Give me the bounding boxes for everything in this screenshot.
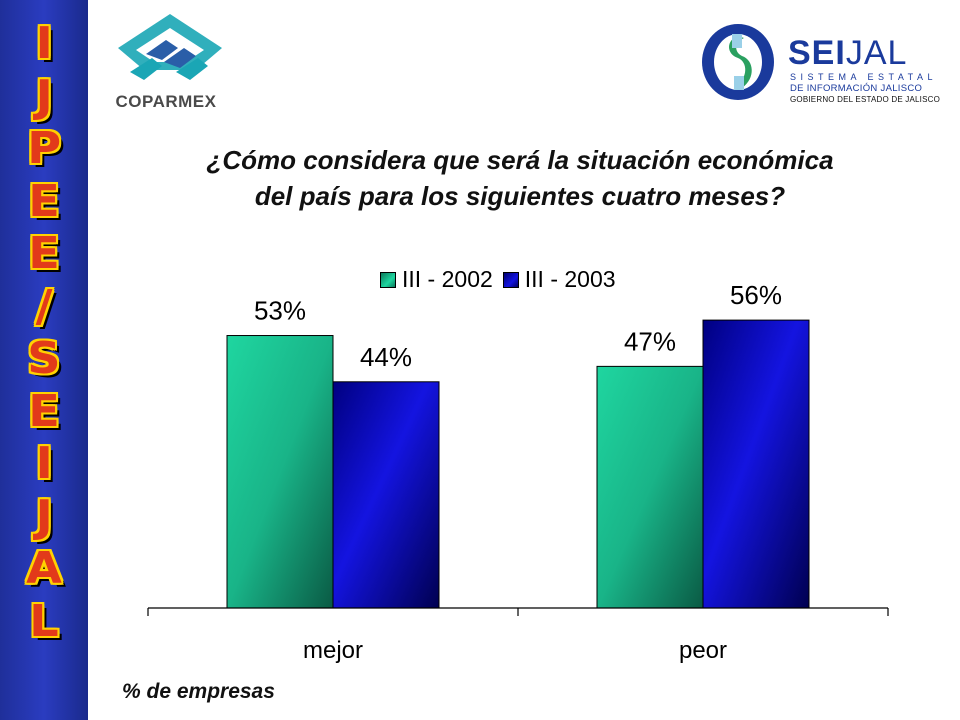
bar-peor-0 (596, 365, 704, 609)
data-label: 53% (254, 296, 306, 326)
sidebar-letter: E (28, 385, 60, 437)
bar-mejor-0 (226, 335, 334, 609)
data-label: 44% (360, 342, 412, 372)
sidebar-letters: I J P E E / S E I J A L (0, 18, 88, 648)
seijal-subtitle-1: SISTEMA ESTATAL (790, 72, 938, 82)
sidebar-letter: P (27, 123, 61, 174)
seijal-subtitle-3: GOBIERNO DEL ESTADO DE JALISCO (790, 95, 941, 104)
legend-swatch-2002 (380, 271, 396, 288)
legend-item-2003: III - 2003 (502, 266, 616, 293)
sidebar-letter: J (35, 70, 53, 122)
x-tick-label: mejor (303, 637, 363, 664)
sidebar-letter: L (29, 595, 59, 647)
sidebar-letter: A (26, 543, 62, 594)
seijal-logo-icon (702, 24, 774, 100)
legend-swatch-2003 (502, 271, 519, 288)
coparmex-wordmark: COPARMEX (115, 92, 217, 111)
sidebar-banner: I J P E E / S E I J A L (0, 0, 88, 720)
sidebar-letter: E (28, 228, 60, 279)
chart-title-line-2: del país para los siguientes cuatro mese… (254, 181, 786, 211)
sidebar-letter: I (35, 438, 53, 489)
sidebar-letter: / (35, 280, 53, 332)
data-label: 47% (624, 326, 676, 356)
seijal-wordmark: SEIJAL (788, 36, 907, 70)
x-tick-label: peor (679, 637, 727, 664)
coparmex-logo-icon (118, 14, 222, 80)
legend-item-2002: III - 2002 (380, 266, 493, 293)
legend-label-2003: III - 2003 (524, 266, 616, 292)
seijal-brand-bold: SEI (788, 34, 846, 72)
chart-legend: III - 2002 III - 2003 (380, 266, 626, 293)
sidebar-letter: J (35, 490, 53, 542)
bar-peor-1 (702, 319, 810, 609)
seijal-subtitle-2: DE INFORMACIÓN JALISCO (790, 83, 923, 94)
data-label: 56% (730, 280, 782, 310)
sidebar-letter: S (27, 333, 61, 384)
chart-title-line-1: ¿Cómo considera que será la situación ec… (206, 145, 834, 175)
bar-mejor-1 (332, 381, 440, 609)
seijal-brand-light: JAL (845, 34, 908, 72)
chart-title: ¿Cómo considera que será la situación ec… (120, 142, 920, 214)
sidebar-letter: E (28, 175, 60, 227)
chart-footnote: % de empresas (122, 680, 275, 703)
legend-label-2002: III - 2002 (402, 266, 493, 292)
sidebar-letter: I (35, 18, 53, 69)
